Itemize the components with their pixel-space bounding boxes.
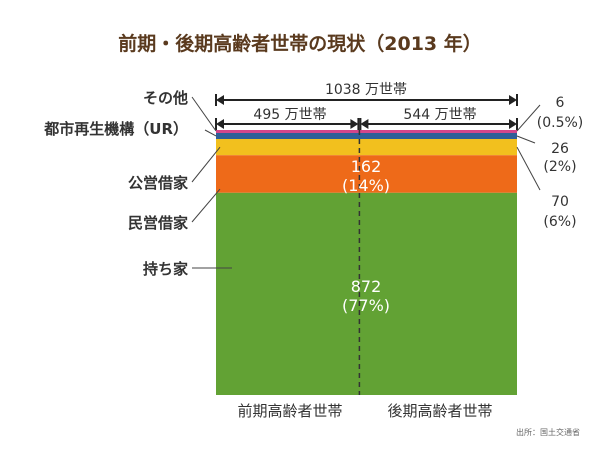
bar-segment-1 [216,132,517,140]
series-label-1: 都市再生機構（UR） [43,120,188,138]
series-label-4: 持ち家 [143,260,188,278]
series-label-3: 民営借家 [128,214,188,232]
leader-line-right-0 [516,104,541,132]
pct-label-4: (77%) [342,296,390,315]
chart-title: 前期・後期高齢者世帯の現状（2013 年） [118,32,482,55]
source-note: 出所：国土交通省 [516,427,580,437]
value-label-0: 6 [556,95,565,111]
pct-label-2: (6%) [543,214,576,230]
leader-line-right-1 [516,135,536,144]
column-width-label-0: 495 万世帯 [253,107,326,123]
value-label-3: 162 [351,157,382,176]
leader-line-right-2 [516,146,541,191]
value-label-1: 26 [551,141,569,157]
bar-segment-0 [216,130,517,133]
pct-label-0: (0.5%) [537,115,584,131]
column-width-arrow-1 [359,118,518,130]
series-label-0: その他 [143,89,188,107]
leader-line-left-0 [191,96,217,132]
pct-label-3: (14%) [342,176,390,195]
bar-segment-4 [216,192,517,395]
column-width-arrow-0 [215,118,360,130]
leader-line-left-3 [191,188,221,223]
leader-line-left-1 [204,129,217,137]
pct-label-1: (2%) [543,159,576,175]
column-label-1: 後期高齢者世帯 [387,402,492,420]
column-label-0: 前期高齢者世帯 [237,402,342,420]
value-label-4: 872 [351,277,382,296]
column-width-label-1: 544 万世帯 [403,107,476,123]
total-width-arrow [215,94,518,106]
bar-segment-3 [216,155,517,193]
value-label-2: 70 [551,194,569,210]
bar-segment-2 [216,139,517,156]
series-label-2: 公営借家 [128,174,188,192]
total-label: 1038 万世帯 [325,82,407,98]
leader-line-left-2 [191,146,221,183]
